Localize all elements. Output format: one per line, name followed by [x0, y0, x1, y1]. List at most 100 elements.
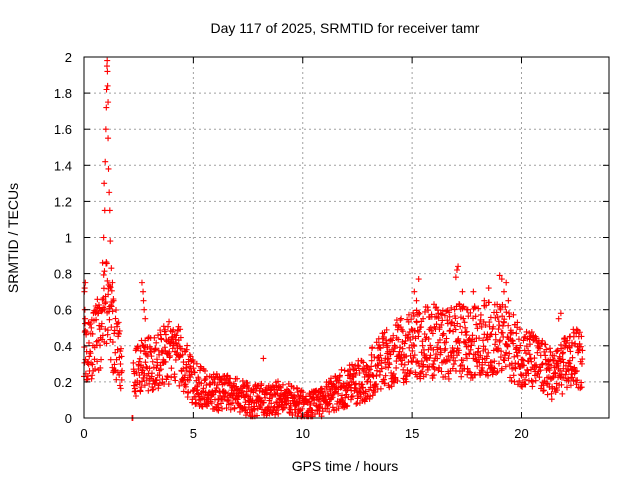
- data-point: [568, 342, 575, 349]
- data-point: [539, 337, 546, 344]
- data-point: [119, 367, 126, 374]
- data-point: [440, 330, 447, 337]
- data-point: [539, 360, 546, 367]
- data-point: [173, 332, 180, 339]
- data-point: [513, 330, 520, 337]
- data-point: [567, 348, 574, 355]
- data-point: [413, 297, 420, 304]
- data-point: [502, 363, 509, 370]
- data-point: [100, 234, 107, 241]
- data-point: [424, 366, 431, 373]
- y-tick-label: 0.8: [54, 267, 72, 282]
- data-point: [506, 350, 513, 357]
- data-point: [465, 313, 472, 320]
- data-point: [533, 363, 540, 370]
- data-point: [85, 339, 92, 346]
- data-point: [459, 288, 466, 295]
- data-point: [556, 355, 563, 362]
- data-point: [438, 321, 445, 328]
- y-axis-label: SRMTID / TECUs: [5, 183, 21, 293]
- data-point: [484, 372, 491, 379]
- data-point: [263, 390, 270, 397]
- data-point: [136, 358, 143, 365]
- data-point: [401, 361, 408, 368]
- data-point: [103, 260, 110, 267]
- data-point: [294, 389, 301, 396]
- data-point: [386, 361, 393, 368]
- data-point: [177, 326, 184, 333]
- data-point: [107, 284, 114, 291]
- data-point: [328, 395, 335, 402]
- data-point: [341, 367, 348, 374]
- data-point: [543, 346, 550, 353]
- data-point: [344, 402, 351, 409]
- data-point: [344, 386, 351, 393]
- data-point: [579, 356, 586, 363]
- data-point: [168, 365, 175, 372]
- data-point: [562, 371, 569, 378]
- data-point: [502, 303, 509, 310]
- data-point: [494, 368, 501, 375]
- axis-ticks: 0 5 10 15 20 0 0.2 0.4 0.6 0.8 1 1.2 1.4 1.6 1.8 2: [54, 50, 609, 441]
- data-point: [471, 304, 478, 311]
- data-point: [153, 376, 160, 383]
- data-point: [326, 408, 333, 415]
- data-point: [105, 291, 112, 298]
- data-point: [138, 384, 145, 391]
- data-point: [83, 329, 90, 336]
- data-point: [517, 342, 524, 349]
- data-point: [104, 57, 111, 64]
- data-point: [112, 349, 119, 356]
- data-point: [262, 394, 269, 401]
- data-point: [478, 323, 485, 330]
- data-point: [143, 363, 150, 370]
- data-point: [109, 339, 116, 346]
- data-point: [140, 297, 147, 304]
- data-point: [339, 392, 346, 399]
- data-point: [292, 394, 299, 401]
- data-point: [148, 370, 155, 377]
- data-point: [336, 372, 343, 379]
- data-point: [482, 359, 489, 366]
- data-point: [166, 348, 173, 355]
- data-point: [531, 355, 538, 362]
- data-point: [279, 381, 286, 388]
- data-point: [546, 367, 553, 374]
- data-point: [213, 385, 220, 392]
- data-point: [117, 385, 124, 392]
- data-point: [407, 368, 414, 375]
- data-point: [441, 312, 448, 319]
- data-point: [571, 364, 578, 371]
- y-tick-label: 0.6: [54, 303, 72, 318]
- data-point: [397, 324, 404, 331]
- data-point: [452, 357, 459, 364]
- data-point: [505, 297, 512, 304]
- data-point: [316, 397, 323, 404]
- data-point: [299, 405, 306, 412]
- data-point: [141, 306, 148, 313]
- data-point: [449, 319, 456, 326]
- data-point: [446, 313, 453, 320]
- data-point: [408, 358, 415, 365]
- data-point: [101, 180, 108, 187]
- data-point: [421, 330, 428, 337]
- data-point: [172, 356, 179, 363]
- data-point: [150, 386, 157, 393]
- data-point: [540, 382, 547, 389]
- data-point: [480, 337, 486, 344]
- data-point: [82, 315, 89, 322]
- data-point: [562, 362, 569, 369]
- data-point: [498, 348, 505, 355]
- data-point: [274, 378, 281, 385]
- data-point: [162, 326, 169, 333]
- data-point: [109, 298, 116, 305]
- data-point: [480, 318, 487, 325]
- data-point: [558, 381, 565, 388]
- data-point: [109, 279, 116, 286]
- data-point: [522, 381, 529, 388]
- data-point: [566, 333, 573, 340]
- data-point: [107, 238, 114, 245]
- data-point: [438, 349, 444, 356]
- data-point: [142, 359, 149, 366]
- data-point: [433, 351, 440, 358]
